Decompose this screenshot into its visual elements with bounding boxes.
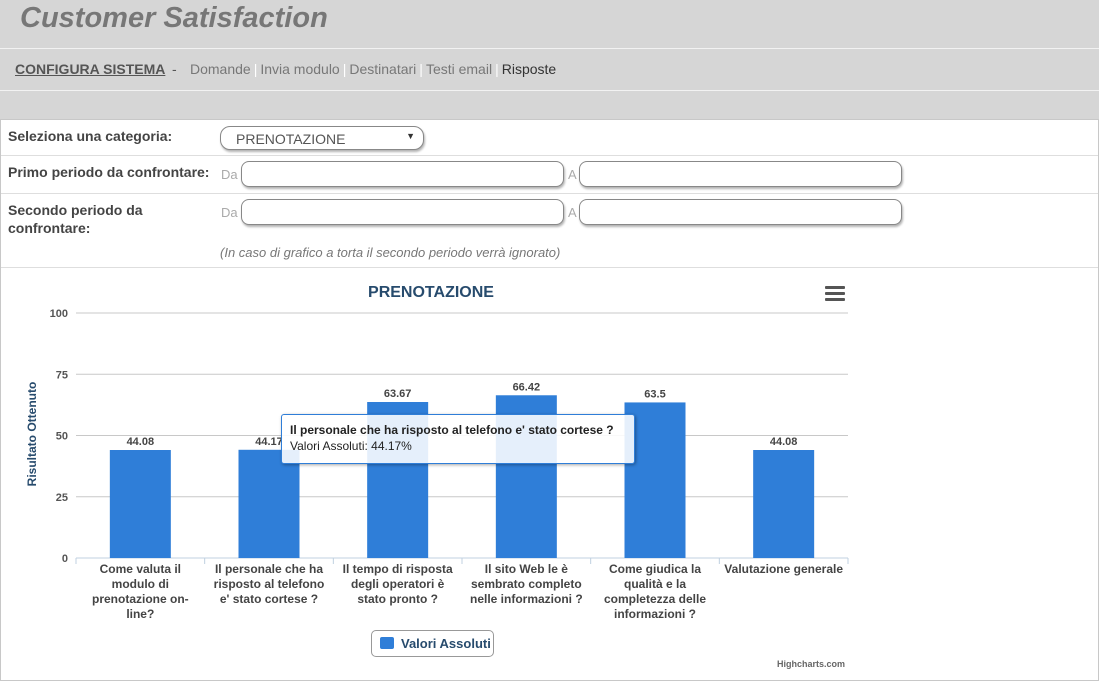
top-nav: CONFIGURA SISTEMA - Domande | Invia modulo… — [0, 49, 1099, 90]
nav-separator: | — [419, 61, 423, 77]
x-tick-label: Come giudica la qualità e la completezza… — [603, 562, 707, 621]
highcharts-credits-link[interactable]: Highcharts.com — [777, 659, 846, 669]
nav-separator: | — [495, 61, 499, 77]
period2-to-input[interactable] — [579, 199, 902, 225]
bar[interactable] — [753, 450, 815, 558]
category-label: Seleziona una categoria: — [8, 128, 173, 144]
x-tick-label: Il personale che ha risposto al telefono… — [213, 562, 325, 606]
data-label: 66.42 — [513, 381, 541, 393]
bar[interactable] — [109, 450, 171, 558]
x-tick-label: Valutazione generale — [724, 562, 844, 576]
period1-to-input[interactable] — [579, 161, 902, 187]
period1-from-label: Da — [221, 167, 238, 182]
period2-to-label: A — [568, 205, 577, 220]
tooltip-value: Valori Assoluti: 44.17% — [290, 439, 412, 453]
main-panel: Seleziona una categoria: PRENOTAZIONE ▼ … — [0, 119, 1099, 681]
y-tick-label: 25 — [56, 492, 68, 504]
x-tick-label: Il sito Web le è sembrato completo nelle… — [469, 562, 583, 606]
nav-dash: - — [172, 61, 177, 77]
category-select[interactable]: PRENOTAZIONE ▼ — [220, 126, 424, 150]
nav-separator: | — [342, 61, 347, 77]
data-label: 44.08 — [770, 436, 798, 448]
nav-link-domande[interactable]: Domande — [190, 61, 251, 77]
data-label: 63.5 — [644, 388, 665, 400]
legend-item-valori-assoluti[interactable]: Valori Assoluti — [371, 630, 494, 657]
y-tick-label: 50 — [56, 431, 68, 443]
period2-from-input[interactable] — [241, 199, 564, 225]
legend-swatch — [380, 637, 394, 649]
category-row: Seleziona una categoria: PRENOTAZIONE ▼ — [1, 120, 1098, 156]
dropdown-arrow-icon: ▼ — [406, 131, 415, 141]
nav-link-destinatari[interactable]: Destinatari — [349, 61, 417, 77]
nav-link-testi-email[interactable]: Testi email — [425, 61, 493, 77]
y-tick-label: 0 — [62, 553, 68, 565]
y-tick-label: 100 — [50, 308, 68, 320]
data-label: 44.08 — [127, 436, 155, 448]
chart-tooltip: Il personale che ha risposto al telefono… — [281, 414, 635, 464]
legend-label: Valori Assoluti — [401, 636, 491, 651]
divider — [0, 48, 1099, 49]
period1-row: Primo periodo da confrontare: Da A — [1, 156, 1098, 194]
configure-system-link[interactable]: CONFIGURA SISTEMA — [15, 61, 166, 77]
x-tick-label: Il tempo di risposta degli operatori è s… — [342, 562, 453, 606]
y-axis-title: Risultato Ottenuto — [25, 382, 39, 487]
chart-title: PRENOTAZIONE — [368, 284, 494, 301]
bar[interactable] — [238, 449, 300, 558]
period1-to-label: A — [568, 167, 577, 182]
nav-link-risposte[interactable]: Risposte — [501, 61, 557, 77]
category-select-value: PRENOTAZIONE — [236, 131, 346, 147]
app-header: Customer Satisfaction — [0, 0, 1099, 48]
nav-link-invia-modulo[interactable]: Invia modulo — [260, 61, 340, 77]
divider — [0, 90, 1099, 91]
x-tick-label: Come valuta il modulo di prenotazione on… — [91, 562, 189, 621]
data-label: 63.67 — [384, 388, 412, 400]
pie-chart-note: (In caso di grafico a torta il secondo p… — [220, 245, 561, 260]
period2-row: Secondo periodo da confrontare: Da A (In… — [1, 194, 1098, 268]
period2-label: Secondo periodo da confrontare: — [8, 202, 143, 236]
y-tick-label: 75 — [56, 369, 68, 381]
tooltip-title: Il personale che ha risposto al telefono… — [290, 423, 614, 437]
app-title: Customer Satisfaction — [20, 2, 328, 34]
hamburger-icon[interactable] — [825, 286, 845, 302]
period1-from-input[interactable] — [241, 161, 564, 187]
nav-links: Domande | Invia modulo | Destinatari | Testi e… — [190, 61, 556, 77]
period1-label: Primo periodo da confrontare: — [8, 164, 210, 180]
period2-from-label: Da — [221, 205, 238, 220]
nav-separator: | — [253, 61, 258, 77]
data-label: 44.17 — [255, 436, 283, 448]
